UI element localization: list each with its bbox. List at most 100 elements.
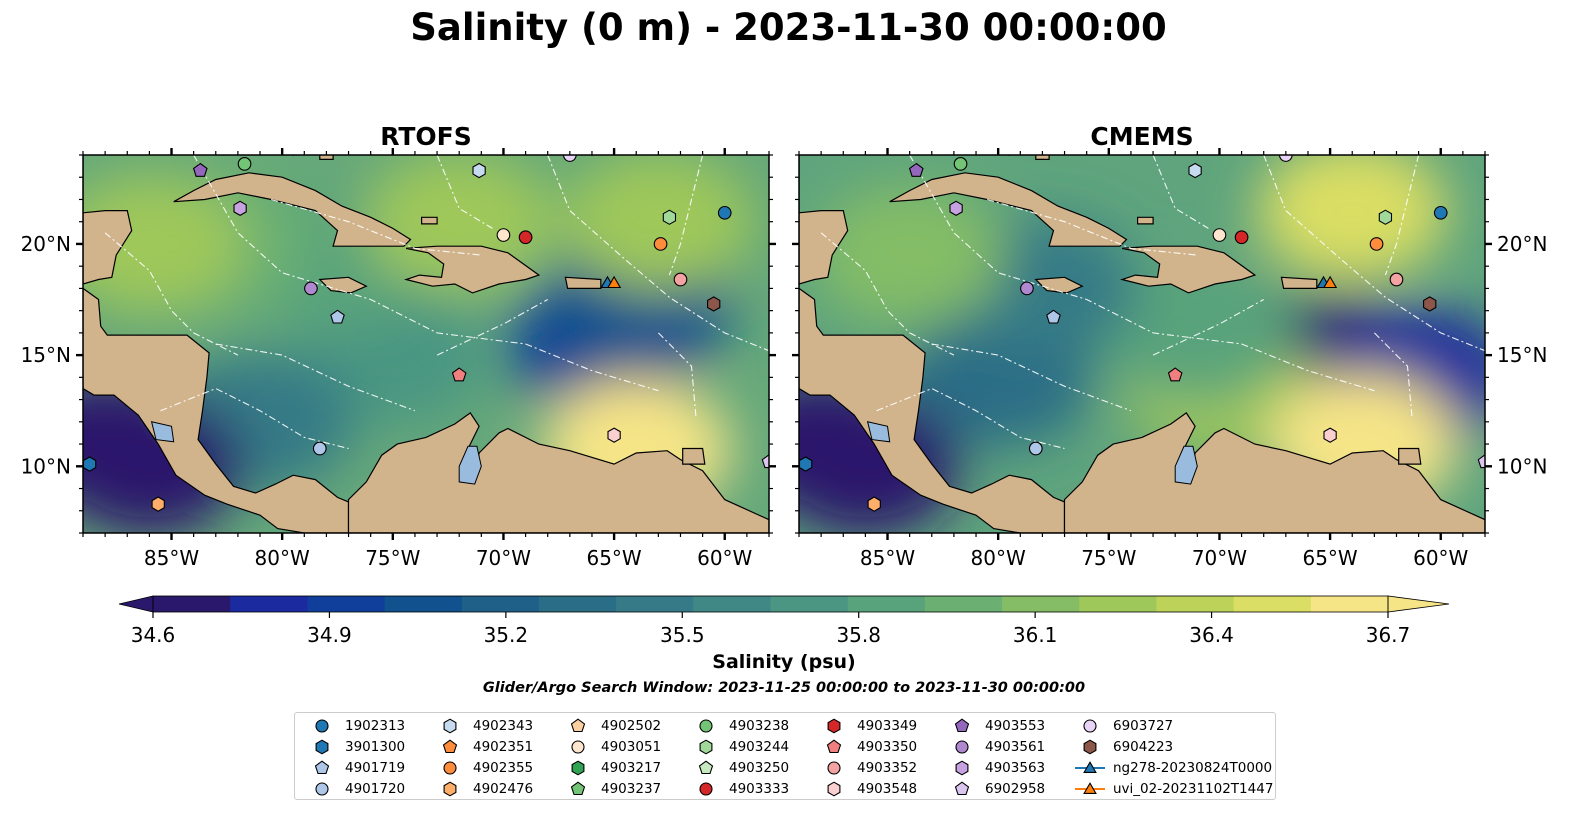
y-tick-label: 20°N xyxy=(21,232,71,256)
platform-markers xyxy=(83,155,769,512)
y-tick-label: 10°N xyxy=(1497,454,1547,478)
legend-item-4903237: 4903237 xyxy=(561,779,661,799)
legend-label: 4903561 xyxy=(985,739,1046,755)
legend-item-4903553: 4903553 xyxy=(945,716,1045,736)
colorbar-tick-label: 36.4 xyxy=(1189,623,1234,647)
legend-label: 4902476 xyxy=(473,781,534,797)
eez-line xyxy=(931,343,1132,412)
legend-item-1902313: 1902313 xyxy=(305,716,405,736)
legend-item-ng278-20230824T0000: ng278-20230824T0000 xyxy=(1073,758,1272,778)
legend-label: uvi_02-20231102T1447 xyxy=(1113,781,1274,797)
legend-label: 4902502 xyxy=(601,718,662,734)
platform-marker-4903352 xyxy=(673,272,688,287)
legend-label: 6902958 xyxy=(985,781,1046,797)
legend-marker-icon xyxy=(827,761,841,775)
colorbar-segments xyxy=(153,596,1389,612)
eez-line xyxy=(436,299,548,356)
x-tick-label: 70°W xyxy=(1192,546,1247,570)
platform-marker-6904223 xyxy=(1423,296,1437,312)
platform-marker-4903561 xyxy=(304,281,318,296)
platform-marker-4903217 xyxy=(1007,155,1012,157)
map-panels: RTOFS 85°W 80°W 75°W 70°W 65°W 60°W 10°N 15°N 20… xyxy=(21,122,1548,696)
land-trinidad xyxy=(682,447,706,465)
legend-label: 4903352 xyxy=(857,760,918,776)
colorbar-segment xyxy=(538,596,617,612)
platform-marker-1902313 xyxy=(1433,205,1448,220)
eez-line xyxy=(820,232,955,356)
eez-line xyxy=(270,198,482,256)
x-tick-label: 60°W xyxy=(1413,546,1468,570)
legend-marker-icon xyxy=(571,760,585,776)
legend-label: 4901720 xyxy=(345,781,406,797)
land-jamaica xyxy=(318,276,368,294)
colorbar-segment xyxy=(616,596,694,612)
legend-label: 4902355 xyxy=(473,760,534,776)
colorbar: 34.6 34.9 35.2 35.5 35.8 36.1 36.4 36.7 Salinit… xyxy=(118,595,1450,696)
platform-marker-4903561 xyxy=(1020,281,1034,296)
legend: 1902313 3901300 4901719 4901720 4902343 49023… xyxy=(294,712,1276,800)
land-south-america xyxy=(347,412,769,533)
legend-item-4903350: 4903350 xyxy=(817,737,917,757)
legend-label: 4903333 xyxy=(729,781,790,797)
platform-marker-4903563 xyxy=(233,200,247,217)
x-tick-label: 85°W xyxy=(860,546,915,570)
y-tick-label: 15°N xyxy=(1497,343,1547,367)
land-puerto-rico xyxy=(1280,276,1318,289)
eez-line xyxy=(986,198,1198,256)
legend-item-4903244: 4903244 xyxy=(689,737,789,757)
legend-item-4903352: 4903352 xyxy=(817,758,917,778)
legend-marker-icon xyxy=(827,718,841,734)
panel-cmems: CMEMS 85°W 80°W 75°W 70°W 65°W 60°W 10°N 15°N 20… xyxy=(792,122,1547,570)
salinity-region xyxy=(563,155,754,292)
platform-marker-4902355 xyxy=(653,237,668,251)
colorbar-segment xyxy=(461,596,540,612)
eez-line xyxy=(160,387,349,450)
platform-marker-3901300 xyxy=(83,456,97,472)
colorbar-extend-min xyxy=(118,595,154,613)
legend-marker-icon xyxy=(826,739,842,754)
platform-marker-4903352 xyxy=(1389,272,1404,287)
legend-marker-icon xyxy=(1075,761,1105,773)
x-tick-label: 75°W xyxy=(1081,546,1136,570)
legend-marker-icon xyxy=(698,760,714,775)
legend-label: 4903350 xyxy=(857,739,918,755)
colorbar-tick-label: 34.6 xyxy=(131,623,176,647)
colorbar-tick-label: 35.5 xyxy=(660,623,705,647)
legend-marker-icon xyxy=(571,740,585,754)
eez-line xyxy=(658,332,697,418)
legend-label: 4901719 xyxy=(345,760,406,776)
legend-marker-icon xyxy=(570,718,586,733)
legend-marker-icon xyxy=(955,740,969,754)
colorbar-tick-label: 36.7 xyxy=(1366,623,1411,647)
platform-marker-6903727 xyxy=(1278,155,1293,162)
salinity-field-cmems xyxy=(799,155,1485,533)
legend-label: 4903238 xyxy=(729,718,790,734)
legend-label: 6903727 xyxy=(1113,718,1174,734)
land-hispaniola xyxy=(1119,245,1257,294)
land-mass xyxy=(799,155,1485,533)
platform-marker-uvi_02-20231102T1447 xyxy=(1323,275,1338,289)
legend-item-4903051: 4903051 xyxy=(561,737,661,757)
platform-marker-4903238 xyxy=(237,157,252,171)
land-hispaniola xyxy=(403,245,541,294)
land-central-america xyxy=(83,287,350,533)
legend-marker-icon xyxy=(315,719,329,733)
colorbar-segment xyxy=(1233,596,1312,612)
platform-marker-4901719 xyxy=(1046,309,1061,324)
platform-marker-uvi_02-20231102T1447 xyxy=(607,275,622,289)
colorbar-segment xyxy=(230,596,308,612)
legend-marker-icon xyxy=(443,781,457,797)
salinity-region xyxy=(814,185,1005,326)
legend-item-4902343: 4902343 xyxy=(433,716,533,736)
platform-marker-4903350 xyxy=(1167,367,1183,382)
land-yucatan xyxy=(83,155,133,285)
lake-maracaibo xyxy=(458,445,482,485)
legend-label: 6904223 xyxy=(1113,739,1174,755)
legend-item-3901300: 3901300 xyxy=(305,737,405,757)
platform-marker-4903244 xyxy=(662,209,677,225)
x-tick-label: 60°W xyxy=(697,546,752,570)
legend-marker-icon xyxy=(314,760,330,775)
land-inagua xyxy=(421,216,438,225)
legend-item-4901719: 4901719 xyxy=(305,758,405,778)
legend-label: 4903563 xyxy=(985,760,1046,776)
